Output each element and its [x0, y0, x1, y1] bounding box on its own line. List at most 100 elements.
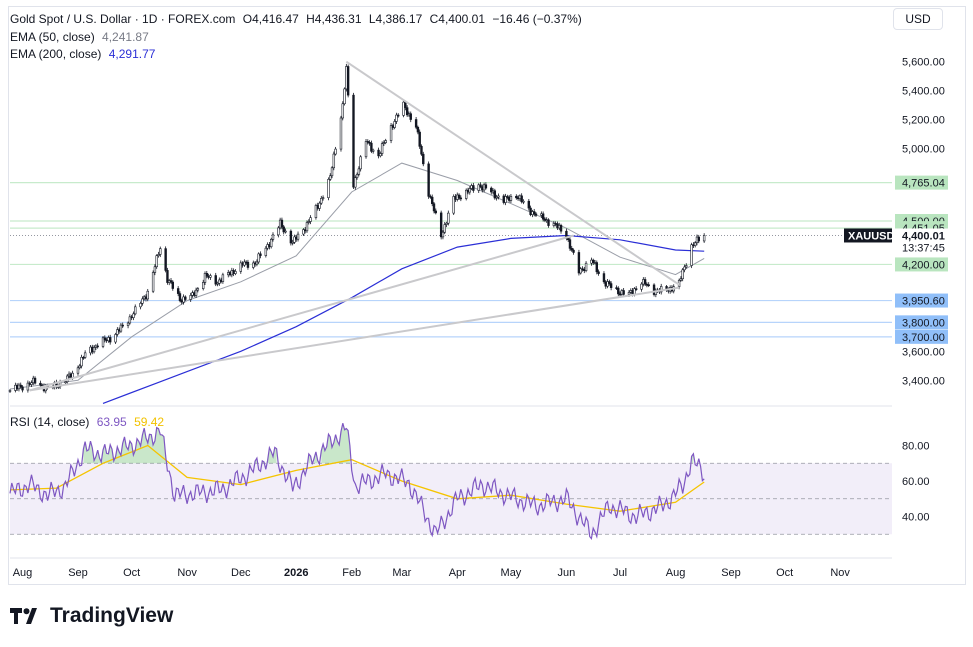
rsi-tick-label: 40.00	[902, 512, 930, 524]
rsi-pane	[9, 423, 892, 541]
candle	[21, 385, 24, 393]
candle	[694, 241, 697, 248]
tradingview-logo[interactable]: TradingView	[10, 604, 173, 628]
candle	[384, 138, 387, 145]
brand-name: TradingView	[50, 604, 174, 627]
high-value: H4,436.31	[306, 12, 362, 26]
candle	[380, 141, 384, 156]
candle-body	[579, 268, 582, 274]
candle-body	[157, 254, 160, 256]
price-tick-label: 5,200.00	[902, 115, 945, 127]
candle-body	[194, 289, 198, 296]
change-value: −16.46 (−0.37%)	[492, 12, 582, 26]
candle-body	[490, 187, 493, 193]
currency-button[interactable]: USD	[893, 8, 943, 30]
candle	[83, 350, 87, 359]
candle	[166, 267, 169, 285]
candle-body	[314, 205, 318, 218]
candle-body	[282, 226, 285, 233]
candle	[280, 217, 284, 230]
candle	[305, 220, 309, 233]
candle	[429, 194, 432, 199]
candle	[320, 195, 323, 205]
candle-body	[318, 202, 321, 209]
candle	[617, 286, 620, 297]
candle-body	[96, 345, 99, 348]
candle	[422, 151, 425, 167]
candle	[339, 115, 343, 152]
candle	[329, 173, 332, 181]
current-price-text: 4,400.01	[902, 230, 945, 242]
candle	[146, 288, 149, 302]
rsi-tick-label: 80.00	[902, 441, 930, 453]
candle-body	[80, 356, 83, 367]
candle-body	[472, 185, 475, 191]
candle-body	[280, 219, 284, 228]
candle	[683, 264, 686, 273]
candle-body	[146, 290, 149, 300]
level-label-text: 4,200.00	[902, 259, 945, 271]
level-label-text: 3,800.00	[902, 317, 945, 329]
candle-body	[33, 377, 37, 384]
candle-body	[370, 142, 373, 152]
level-label-bg	[895, 257, 948, 272]
candle-body	[305, 222, 309, 232]
candle-body	[572, 249, 575, 253]
candle-body	[155, 255, 158, 268]
candle-body	[640, 283, 643, 290]
candle-body	[108, 337, 112, 343]
ema50-legend[interactable]: EMA (50, close) 4,241.87	[10, 30, 153, 44]
candle-body	[416, 126, 420, 133]
candle-body	[132, 313, 135, 318]
time-tick-label: Nov	[177, 567, 197, 579]
rsi-ma-line	[9, 444, 705, 512]
candle	[434, 208, 437, 215]
candle-body	[270, 239, 273, 248]
grid-layer	[10, 405, 892, 559]
candle-body	[214, 275, 217, 285]
ema200-legend[interactable]: EMA (200, close) 4,291.77	[10, 47, 159, 61]
level-label: 4,765.04	[895, 175, 948, 190]
candle-body	[284, 230, 287, 233]
candle-body	[320, 198, 323, 204]
candle	[640, 282, 643, 292]
candle	[282, 224, 285, 235]
candle-body	[532, 211, 536, 215]
candle-body	[202, 282, 205, 289]
rsi-label: RSI (14, close)	[10, 415, 90, 429]
candle	[307, 219, 310, 225]
candle-body	[445, 222, 448, 225]
ema200-line	[102, 234, 705, 404]
candle-body	[414, 119, 418, 128]
candle	[330, 166, 334, 179]
candle-body	[404, 101, 407, 108]
ticker-badge-bg	[844, 228, 892, 243]
candle-body	[643, 279, 647, 285]
candle-body	[690, 244, 693, 266]
candle-body	[541, 213, 545, 220]
candle-body	[534, 213, 538, 216]
rsi-legend[interactable]: RSI (14, close) 63.95 59.42	[10, 415, 168, 429]
candle	[216, 281, 219, 287]
candle-body	[568, 239, 572, 249]
candle-body	[153, 266, 157, 273]
level-label-bg	[895, 315, 948, 330]
candle-body	[116, 329, 119, 335]
level-label-bg	[895, 175, 948, 190]
candle-body	[346, 66, 350, 96]
candle-body	[506, 196, 509, 198]
candle	[30, 380, 33, 387]
candle-body	[447, 212, 450, 224]
candle-body	[443, 224, 446, 233]
candle	[314, 203, 318, 220]
candle	[522, 199, 525, 205]
candle	[395, 112, 398, 125]
candle	[194, 287, 198, 299]
candle-body	[339, 117, 343, 150]
candle	[203, 271, 207, 286]
candle-body	[364, 141, 368, 158]
candle	[153, 264, 157, 276]
candle	[55, 379, 58, 390]
candle	[427, 161, 430, 199]
